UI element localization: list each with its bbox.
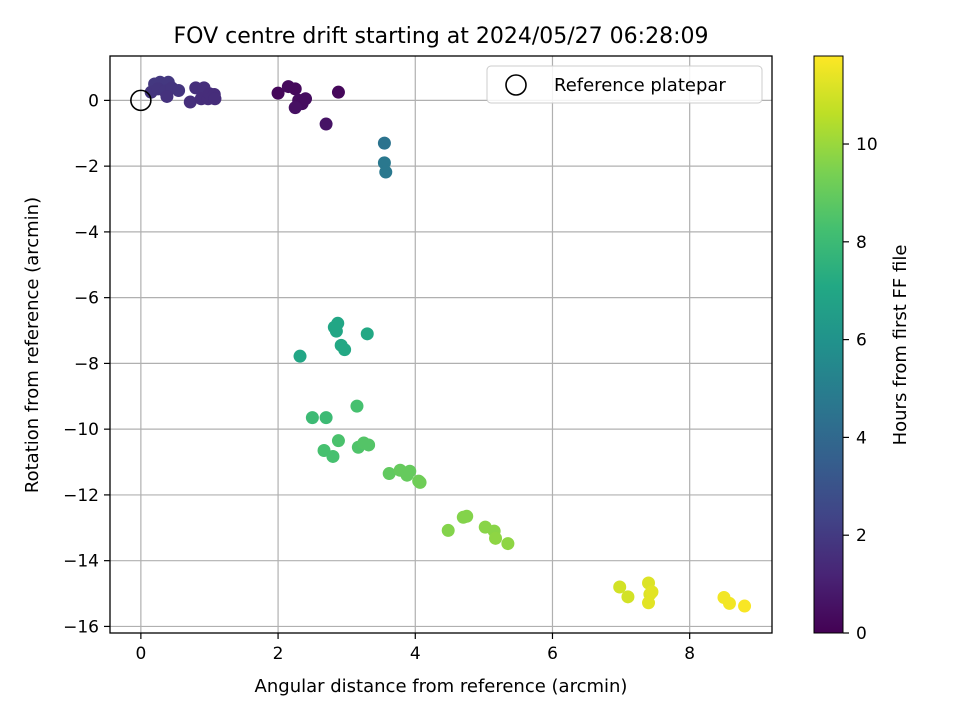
data-point: [319, 117, 333, 131]
data-point: [183, 95, 197, 109]
x-tick-label: 8: [684, 644, 695, 664]
y-tick-label: −2: [74, 157, 99, 177]
y-tick-label: −16: [63, 617, 99, 637]
x-tick-label: 6: [547, 644, 558, 664]
data-point: [326, 449, 340, 463]
data-point: [501, 537, 515, 551]
y-tick-label: −10: [63, 420, 99, 440]
x-axis-ticks: 0 2 4 6 8: [135, 633, 695, 664]
data-point: [338, 343, 352, 357]
data-point: [360, 327, 374, 341]
data-point: [305, 411, 319, 425]
legend-box: [486, 65, 763, 104]
y-tick-label: −14: [63, 552, 99, 572]
data-point: [350, 399, 364, 413]
data-point: [293, 349, 307, 363]
data-point: [645, 585, 659, 599]
data-points: [144, 75, 752, 613]
data-point: [642, 596, 656, 610]
y-tick-label: −12: [63, 486, 99, 506]
data-point: [208, 92, 222, 106]
reference-marker: [130, 89, 152, 112]
x-tick-label: 4: [410, 644, 421, 664]
data-point: [319, 411, 333, 425]
data-point: [299, 92, 313, 106]
data-point: [271, 86, 285, 100]
colorbar-tick-label: 6: [856, 331, 867, 351]
y-tick-label: −4: [74, 223, 99, 243]
data-point: [172, 84, 186, 98]
y-tick-label: −8: [74, 354, 99, 374]
data-point: [613, 580, 627, 594]
y-tick-label: 0: [88, 91, 99, 111]
grid-lines: [110, 56, 772, 633]
colorbar-tick-label: 0: [856, 624, 867, 644]
data-point: [489, 531, 503, 545]
data-point: [738, 599, 752, 613]
data-point: [403, 464, 417, 478]
legend-label: Reference platepar: [554, 75, 726, 96]
legend-marker-icon: [505, 74, 527, 96]
data-point: [288, 101, 302, 115]
colorbar-gradient: [813, 55, 844, 634]
data-point: [460, 509, 474, 523]
data-point: [160, 89, 174, 103]
data-point: [413, 475, 427, 489]
colorbar-ticks: 0 2 4 6 8 10: [843, 135, 878, 644]
colorbar: 0 2 4 6 8 10 Hours from first FF file: [813, 55, 911, 644]
x-tick-label: 2: [273, 644, 284, 664]
data-point: [722, 596, 736, 610]
colorbar-tick-label: 2: [856, 526, 867, 546]
y-axis-label: Rotation from reference (arcmin): [22, 197, 43, 493]
data-point: [329, 324, 343, 338]
data-point: [621, 590, 635, 604]
chart-title: FOV centre drift starting at 2024/05/27 …: [174, 24, 709, 49]
data-point: [377, 136, 391, 150]
colorbar-tick-label: 10: [856, 135, 878, 155]
legend: Reference platepar: [486, 65, 763, 104]
data-point: [331, 85, 345, 99]
y-tick-label: −6: [74, 289, 99, 309]
x-tick-label: 0: [135, 644, 146, 664]
y-axis-ticks: −16 −14 −12 −10 −8 −6 −4 −2 0: [63, 91, 110, 637]
data-point: [379, 165, 393, 179]
plot-frame: [109, 55, 773, 634]
data-point: [362, 438, 376, 452]
colorbar-tick-label: 4: [856, 428, 867, 448]
colorbar-tick-label: 8: [856, 233, 867, 253]
x-axis-label: Angular distance from reference (arcmin): [255, 676, 628, 697]
data-point: [382, 467, 396, 481]
colorbar-label: Hours from first FF file: [890, 245, 911, 446]
data-point: [441, 523, 455, 537]
data-point: [288, 82, 302, 96]
data-point: [331, 434, 345, 448]
